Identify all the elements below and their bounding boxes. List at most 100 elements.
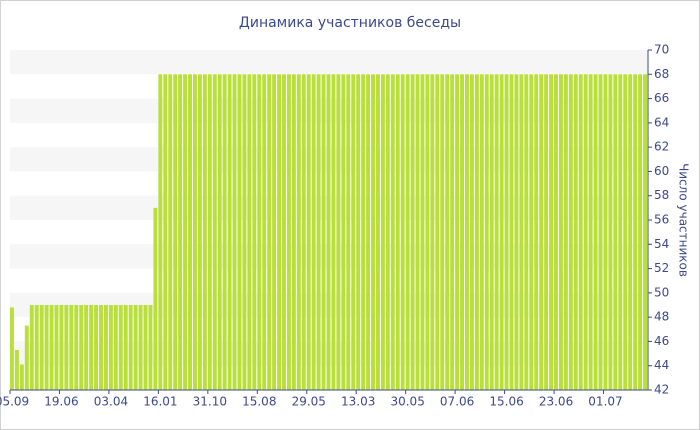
bar [460,74,465,391]
y-tick-label: 70 [654,43,669,57]
bar [608,74,613,391]
bar [504,74,509,391]
y-tick-label: 62 [654,140,669,154]
bar [465,74,469,391]
bar [252,74,257,391]
bar [549,74,554,391]
bar [613,74,618,391]
bar [425,74,430,391]
y-tick-label: 60 [654,164,669,178]
bar [257,74,262,391]
bar [192,74,197,391]
bar [19,364,24,390]
y-tick-label: 48 [654,310,669,324]
bar [24,325,29,390]
bar [321,74,326,391]
y-tick-label: 58 [654,188,669,202]
bar [34,305,39,390]
bar [69,305,74,390]
bar [178,74,183,391]
x-tick-label: 07.06 [440,395,474,409]
grid-band [10,50,648,75]
bar [499,74,504,391]
bar [341,74,346,391]
bar [153,207,158,390]
bar [227,74,232,391]
bar [638,74,643,391]
bar [479,74,484,391]
bar [99,305,103,390]
x-tick-label: 30.05 [390,395,424,409]
bar [430,74,435,391]
x-tick-label: 16.01 [143,395,177,409]
bar [29,305,34,390]
bar [286,74,291,391]
bar [237,74,242,391]
bar [217,74,222,391]
bar [84,305,89,390]
bar [603,74,608,391]
bar [197,74,202,391]
bar [628,74,633,391]
y-tick-label: 54 [654,237,669,251]
bar [277,74,282,391]
bar [183,74,188,391]
bar [494,74,499,391]
bar [168,74,173,391]
bar [588,74,593,391]
bar [143,305,148,390]
bar [633,74,638,391]
bar [351,74,356,391]
bar [484,74,489,391]
x-tick-label: 29.05 [292,395,326,409]
bar [138,305,143,390]
bar [232,74,237,391]
bar [282,74,286,391]
bar [524,74,529,391]
bar [509,74,514,391]
bar [643,74,647,391]
bar [544,74,549,391]
bar [291,74,296,391]
bar [267,74,272,391]
bar [39,305,44,390]
bar [301,74,306,391]
x-tick-label: 31.10 [193,395,227,409]
y-tick-label: 66 [654,91,669,105]
bar [380,74,385,391]
bar [163,74,168,391]
bar [54,305,59,390]
x-tick-label: 23.06 [539,395,573,409]
bar [529,74,534,391]
bar [173,74,178,391]
bar [415,74,420,391]
bar [558,74,563,391]
bar [296,74,301,391]
bar [405,74,410,391]
x-tick-label: 15.08 [242,395,276,409]
bar [514,74,519,391]
bar [385,74,390,391]
bar [395,74,400,391]
bar [618,74,623,391]
bar [361,74,366,391]
bar [212,74,217,391]
bar [489,74,494,391]
bar [366,74,371,391]
y-axis-label: Число участников [677,163,691,277]
y-tick-label: 46 [654,334,669,348]
bar [74,305,79,390]
bar [59,305,64,390]
bar [188,74,192,391]
bar [14,349,19,390]
bar [89,305,94,390]
y-tick-label: 42 [654,383,669,397]
bar [469,74,474,391]
bar [539,74,544,391]
bar [272,74,277,391]
y-tick-label: 64 [654,115,669,129]
x-tick-label: 15.06 [489,395,523,409]
bar [440,74,445,391]
bar [593,74,598,391]
